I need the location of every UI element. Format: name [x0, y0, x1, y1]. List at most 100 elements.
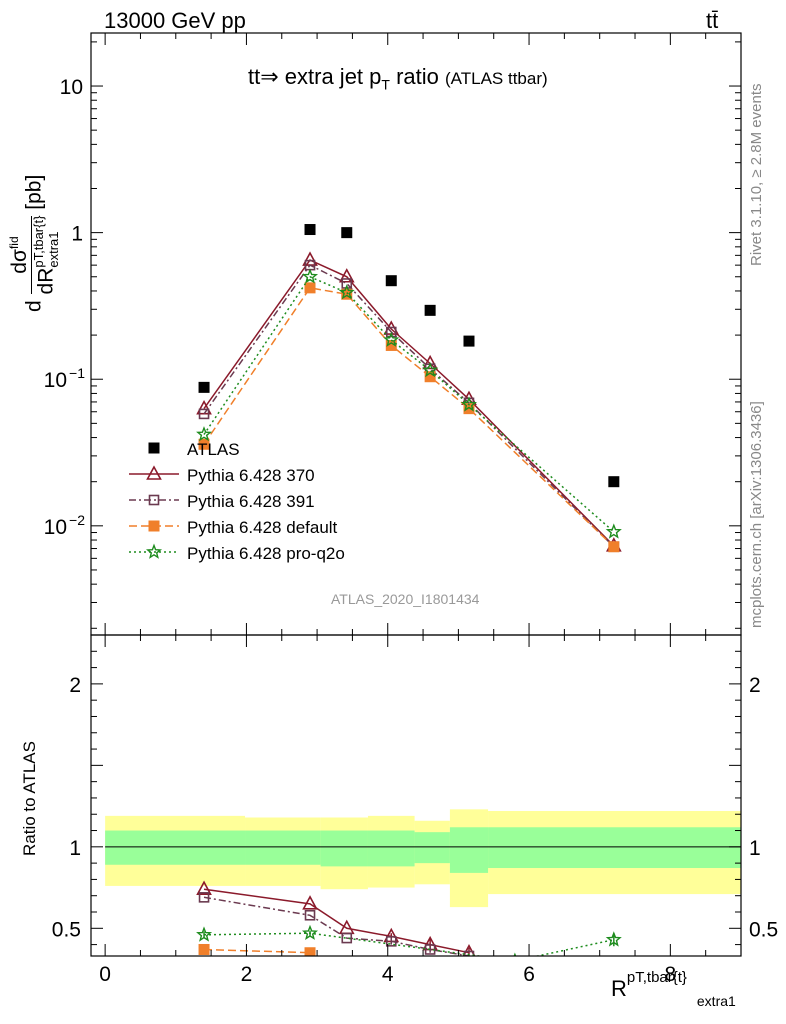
ratio-plot-series	[196, 880, 622, 956]
ratio-data-point	[341, 932, 353, 944]
ratio-y-tick-label: 2	[69, 674, 81, 697]
mcplots-citation: mcplots.cern.ch [arXiv:1306.3436]	[748, 401, 765, 628]
main-data-point	[338, 284, 355, 300]
title-ratio: ratio	[389, 64, 439, 89]
ratio-series-line	[203, 932, 614, 956]
title-tt: tt	[248, 64, 261, 89]
legend-label: Pythia 6.428 391	[187, 492, 315, 511]
xlabel-sup: pT,tbar{t}	[626, 969, 687, 986]
green-band-segment	[245, 830, 321, 865]
ratio-y-axis-label: Ratio to ATLAS	[20, 741, 39, 856]
ratio-data-point	[196, 880, 212, 895]
ratio-series-line	[203, 948, 311, 954]
green-band-segment	[320, 830, 368, 867]
x-tick-label: 2	[241, 963, 253, 986]
green-band-segment	[367, 830, 415, 867]
ratio-data-point	[302, 895, 318, 910]
ratio-series-line	[203, 896, 470, 956]
main-data-point	[608, 541, 620, 553]
main-data-point	[198, 408, 210, 420]
ratio-data-point	[304, 947, 316, 956]
main-data-point	[338, 268, 355, 283]
main-data-point	[422, 354, 438, 370]
main-data-point	[301, 268, 319, 284]
legend-marker	[148, 520, 160, 532]
main-series-line	[203, 275, 615, 533]
ratio-data-point	[196, 926, 213, 942]
main-y-tick-label: 10	[44, 516, 67, 539]
main-data-point	[463, 335, 475, 347]
ratio-data-point	[463, 950, 475, 956]
legend-label: ATLAS	[187, 440, 240, 459]
ratio-y-tick-label-right: 2	[749, 674, 761, 697]
x-tick-label: 4	[382, 963, 394, 986]
legend-marker	[148, 442, 160, 454]
ratio-data-point	[338, 919, 355, 935]
ratio-data-point	[301, 924, 318, 940]
ylabel-numerator-sup: fid	[7, 236, 21, 250]
main-data-point	[385, 339, 397, 351]
main-y-tick-label: 10	[60, 76, 83, 99]
legend: ATLAS Pythia 6.428 370 Pythia 6.428 391 Pyt…	[129, 440, 345, 563]
xlabel-main: R	[611, 976, 627, 1001]
ratio-data-point	[198, 943, 210, 955]
main-data-point	[605, 523, 622, 539]
ratio-plot-frame	[90, 634, 742, 957]
legend-marker	[146, 465, 162, 480]
main-plot-series	[196, 224, 622, 553]
main-y-axis-label: d dσfid dR pT,tbar{t} extra1 [pb]	[7, 174, 62, 312]
x-axis-label: R pT,tbar{t} extra1	[611, 970, 736, 1008]
main-data-point	[460, 396, 478, 412]
ylabel-unit: [pb]	[22, 174, 46, 210]
main-data-point	[385, 326, 397, 338]
legend-label: Pythia 6.428 default	[187, 518, 338, 537]
ratio-data-point	[198, 892, 210, 903]
ylabel-denominator-sub: extra1	[45, 231, 61, 268]
main-data-point	[341, 227, 353, 239]
legend-marker	[148, 494, 160, 506]
analysis-id: ATLAS_2020_I1801434	[331, 591, 480, 607]
green-band-segment	[488, 827, 741, 869]
ratio-uncertainty-bands	[105, 809, 741, 908]
main-data-point	[341, 288, 353, 300]
main-y-tick-label: 10	[44, 369, 67, 392]
main-data-point	[463, 403, 475, 415]
ratio-data-point	[304, 909, 316, 921]
main-data-point	[304, 282, 316, 294]
ratio-y-tick-label: 1	[69, 837, 81, 860]
ratio-data-point	[605, 931, 622, 947]
title-main: extra jet p	[278, 64, 382, 89]
main-data-point	[196, 426, 213, 442]
legend-marker	[145, 543, 163, 559]
x-tick-label: 0	[99, 963, 111, 986]
main-data-point	[424, 304, 436, 316]
main-data-point	[422, 361, 439, 378]
main-data-point	[383, 331, 400, 347]
ylabel-denominator-sup: pT,tbar{t}	[31, 215, 47, 268]
green-band-segment	[449, 827, 489, 873]
title-tag: (ATLAS ttbar)	[445, 69, 548, 88]
legend-label: Pythia 6.428 370	[187, 466, 315, 485]
x-tick-label: 8	[665, 963, 677, 986]
ratio-y-tick-label: 0.5	[52, 918, 81, 941]
ylabel-denominator: dR	[34, 267, 58, 295]
x-tick-label: 6	[523, 963, 535, 986]
xlabel-sub: extra1	[696, 993, 736, 1009]
process-label: tt̄	[706, 8, 719, 33]
ylabel-d: d	[22, 300, 46, 312]
main-data-point	[424, 371, 436, 383]
ratio-y-tick-label-right: 0.5	[749, 918, 778, 941]
ratio-data-point	[385, 936, 397, 947]
ylabel-numerator: dσ	[8, 249, 31, 274]
energy-label: 13000 GeV pp	[104, 8, 246, 33]
green-band-segment	[105, 830, 246, 865]
main-data-point	[385, 275, 397, 287]
main-data-point	[304, 224, 316, 236]
title-sub: T	[381, 76, 390, 93]
ratio-y-tick-label-right: 1	[749, 837, 761, 860]
legend-label: Pythia 6.428 pro-q2o	[187, 544, 345, 563]
main-data-point	[198, 381, 210, 393]
main-y-tick-exponent: −2	[69, 512, 85, 528]
